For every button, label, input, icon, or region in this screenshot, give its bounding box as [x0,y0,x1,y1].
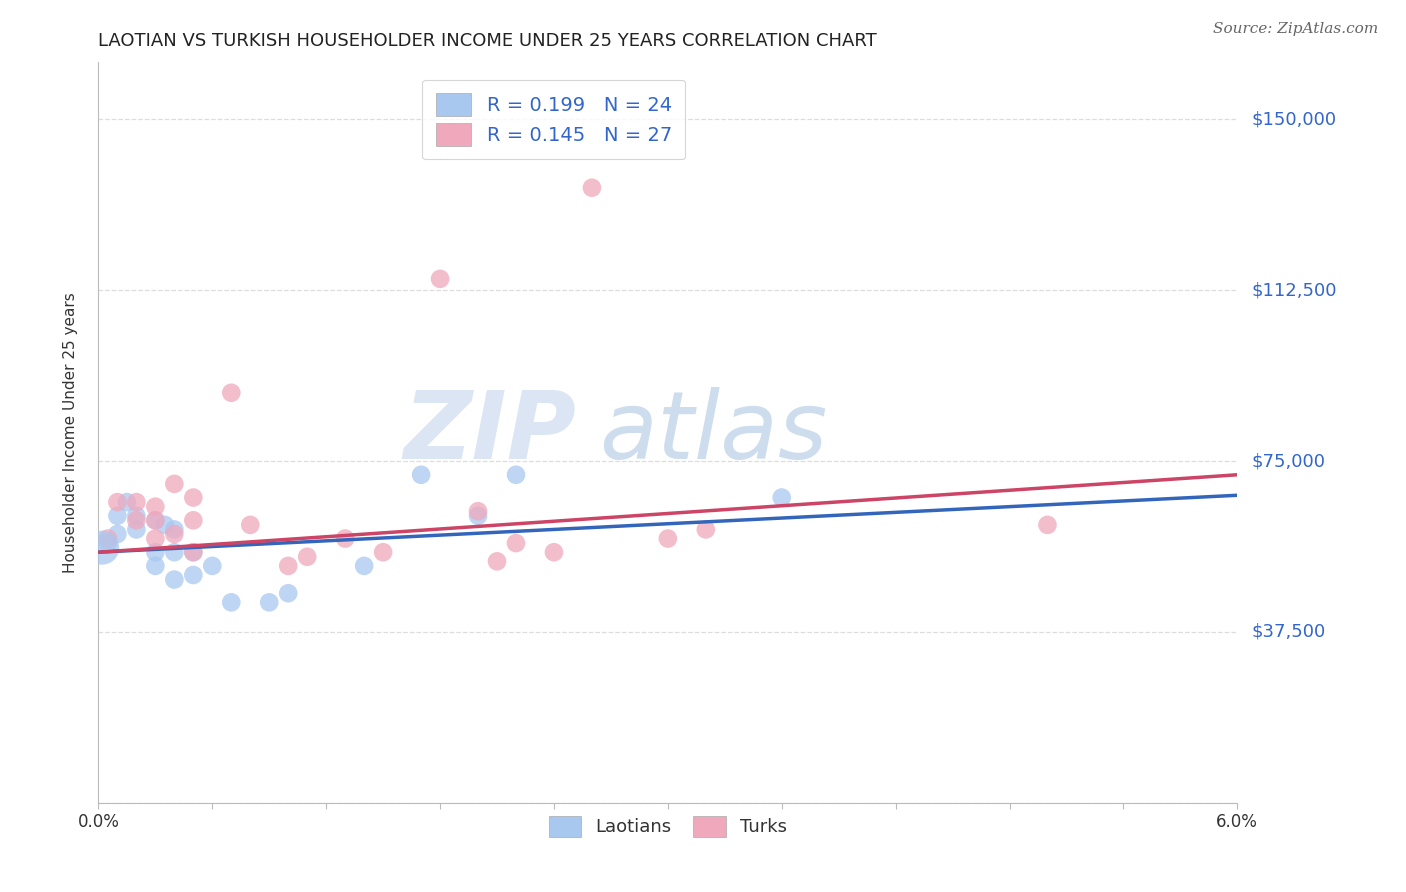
Point [145,545,167,559]
Point [115,495,138,509]
Point [163,545,186,559]
Point [153,517,176,532]
Point [183,513,205,527]
Point [163,573,186,587]
Text: LAOTIAN VS TURKISH HOUSEHOLDER INCOME UNDER 25 YEARS CORRELATION CHART: LAOTIAN VS TURKISH HOUSEHOLDER INCOME UN… [98,32,877,50]
Point [91,541,114,555]
Point [125,523,148,537]
Point [543,545,565,559]
Point [145,558,167,573]
Point [125,508,148,523]
Point [125,513,148,527]
Text: $37,500: $37,500 [1251,623,1326,641]
Point [145,513,167,527]
Point [259,595,281,609]
Legend: Laotians, Turks: Laotians, Turks [540,806,796,846]
Point [145,513,167,527]
Point [183,545,205,559]
Point [107,527,129,541]
Point [486,554,509,568]
Point [107,508,129,523]
Point [467,508,489,523]
Point [221,385,243,400]
Point [1036,517,1059,532]
Point [239,517,262,532]
Point [297,549,319,564]
Point [505,536,527,550]
Point [97,532,120,546]
Point [183,491,205,505]
Y-axis label: Householder Income Under 25 years: Householder Income Under 25 years [63,293,77,573]
Text: $150,000: $150,000 [1251,111,1336,128]
Point [277,586,299,600]
Point [371,545,394,559]
Point [97,536,120,550]
Point [581,180,603,194]
Point [145,500,167,514]
Point [335,532,357,546]
Point [277,558,299,573]
Point [353,558,375,573]
Point [183,568,205,582]
Point [411,467,433,482]
Text: $112,500: $112,500 [1251,281,1337,299]
Point [695,523,717,537]
Text: $75,000: $75,000 [1251,452,1326,470]
Point [429,272,451,286]
Text: ZIP: ZIP [404,386,576,479]
Point [125,495,148,509]
Text: atlas: atlas [599,387,828,478]
Text: Source: ZipAtlas.com: Source: ZipAtlas.com [1212,22,1378,37]
Point [163,476,186,491]
Point [657,532,679,546]
Point [107,495,129,509]
Point [163,523,186,537]
Point [201,558,224,573]
Point [183,545,205,559]
Point [145,532,167,546]
Point [221,595,243,609]
Point [505,467,527,482]
Point [467,504,489,518]
Point [163,527,186,541]
Point [770,491,793,505]
